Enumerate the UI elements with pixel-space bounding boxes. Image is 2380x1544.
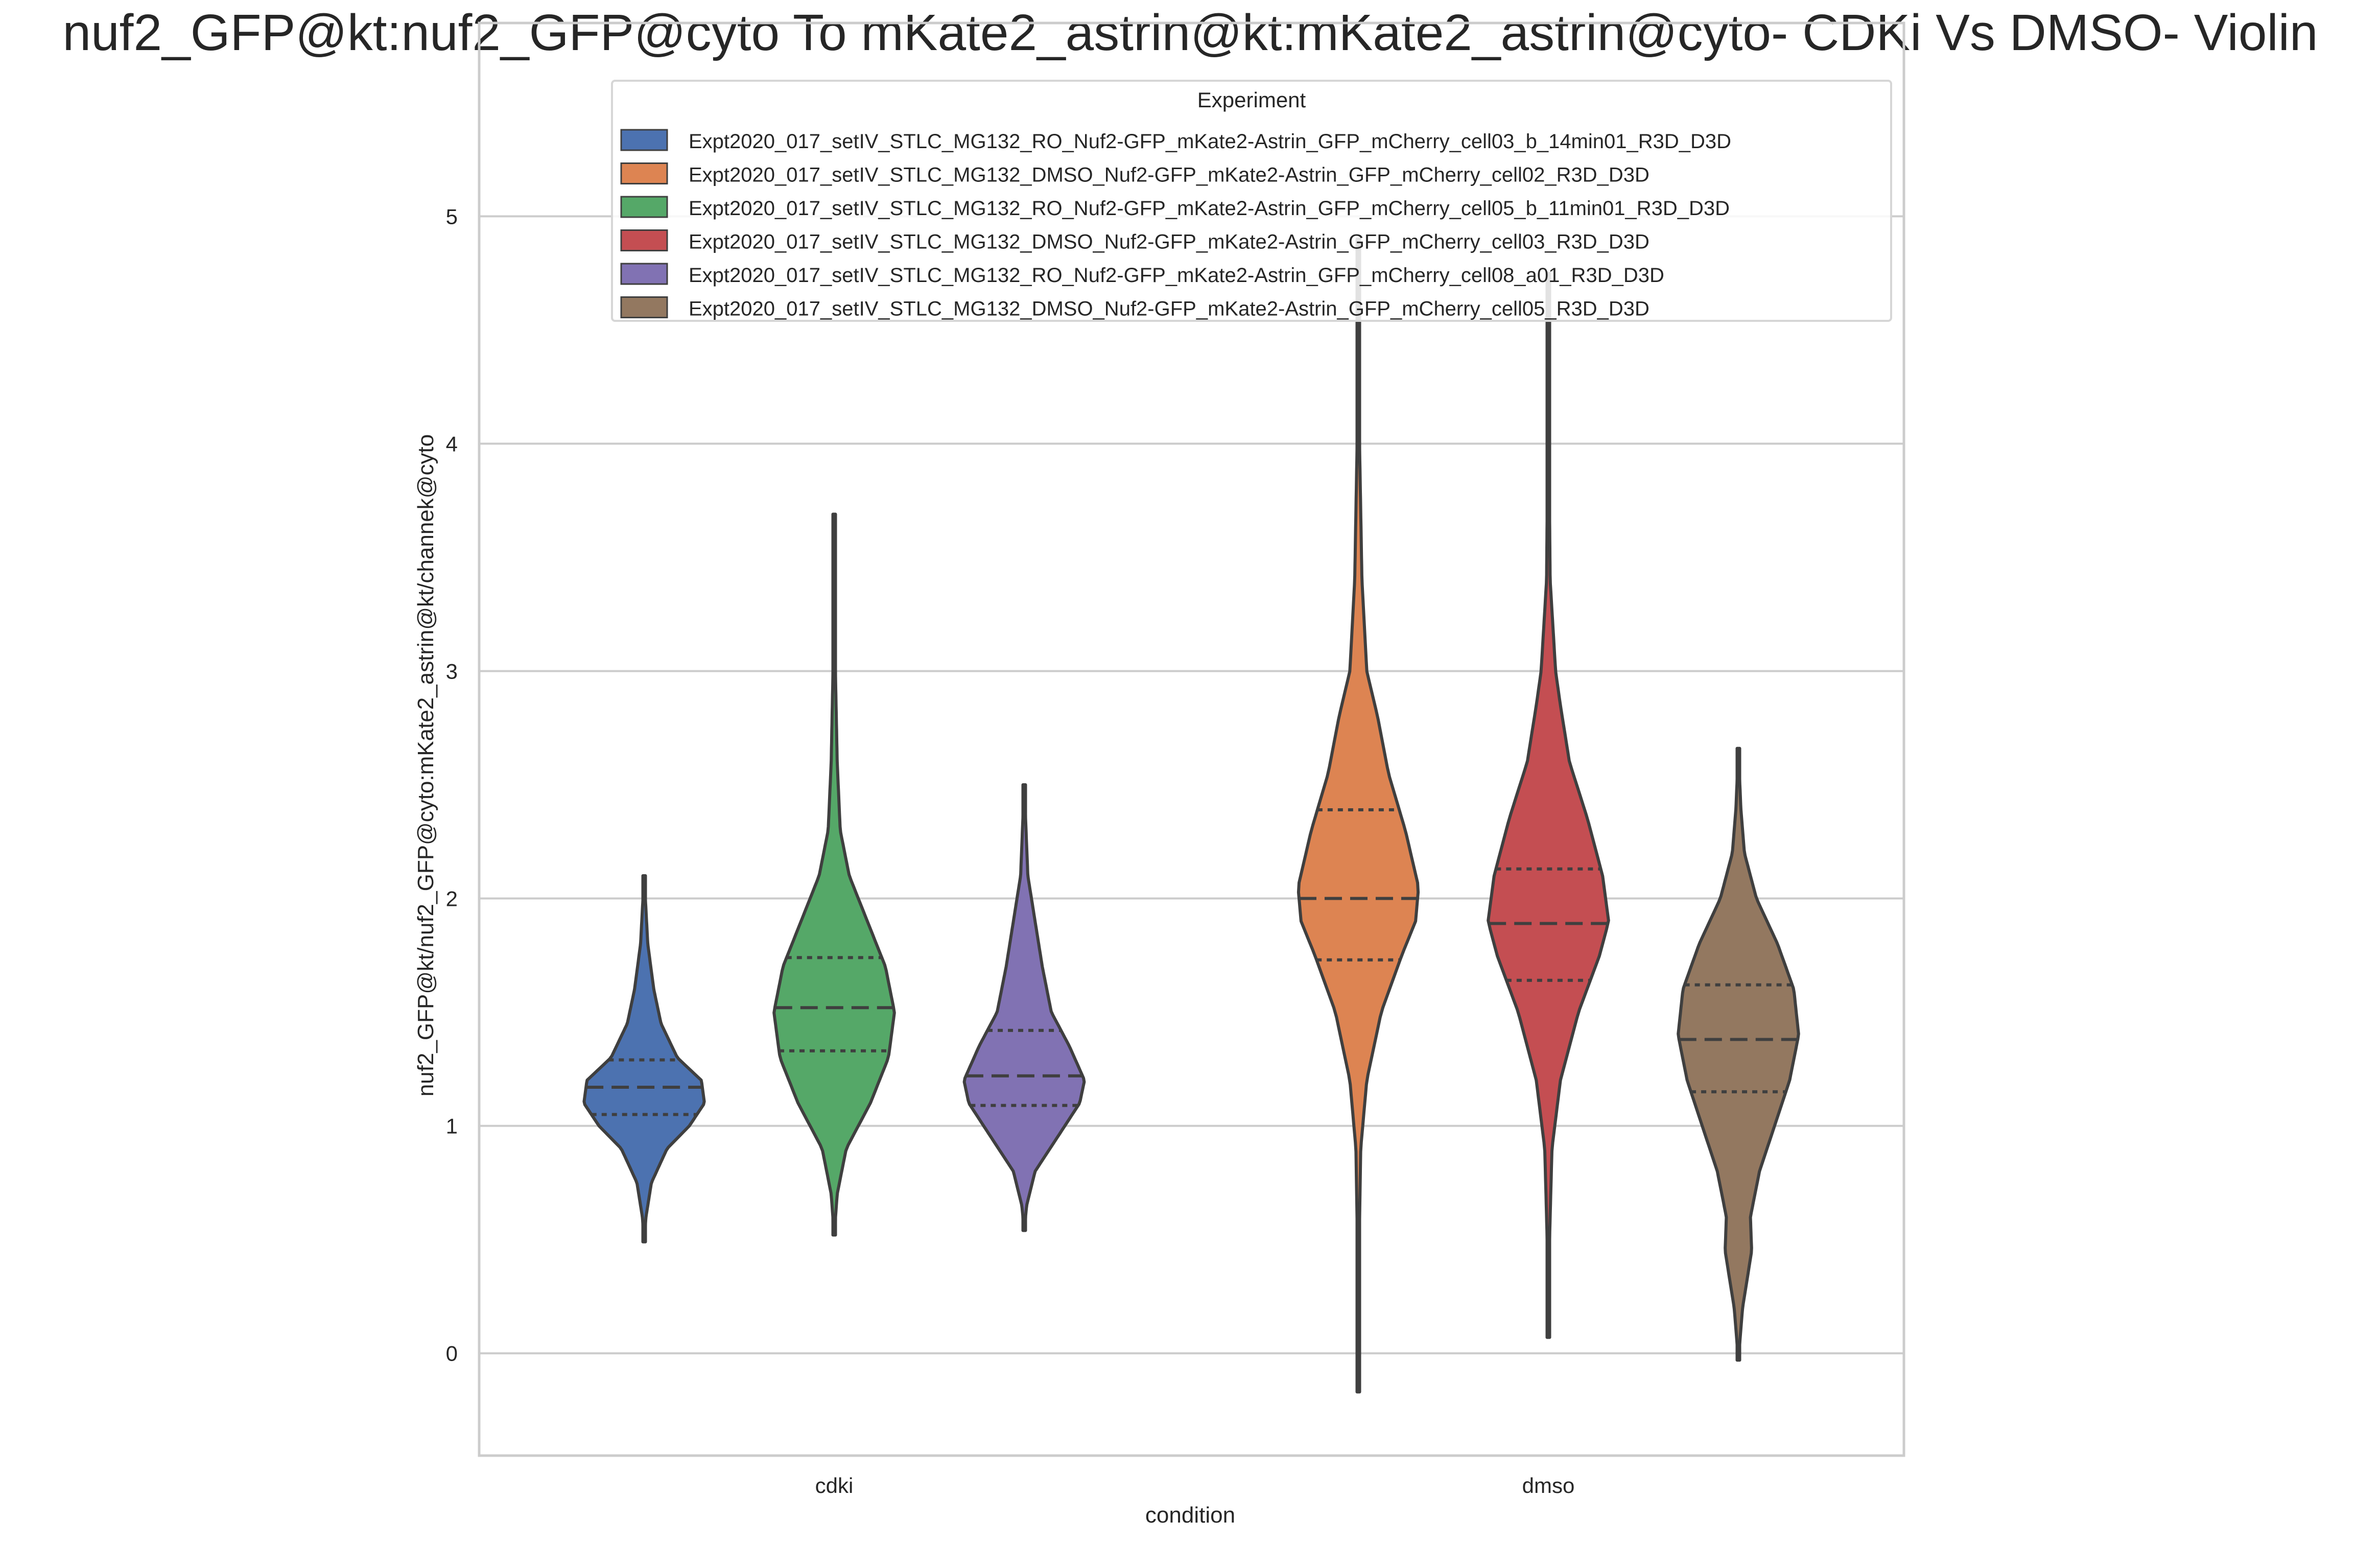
x-tick-label: cdki: [815, 1473, 854, 1498]
legend-swatch: [620, 162, 668, 184]
y-tick-label: 3: [446, 659, 458, 683]
violin-body: [962, 783, 1086, 1232]
legend-box: [611, 80, 1892, 322]
y-tick-label: 0: [446, 1342, 458, 1366]
legend-entry-label: Expt2020_017_setIV_STLC_MG132_DMSO_Nuf2-…: [689, 298, 1649, 320]
legend-entry-label: Expt2020_017_setIV_STLC_MG132_RO_Nuf2-GF…: [689, 264, 1664, 287]
legend: Experiment Expt2020_017_setIV_STLC_MG132_…: [611, 80, 1892, 322]
legend-entry-label: Expt2020_017_setIV_STLC_MG132_RO_Nuf2-GF…: [689, 130, 1731, 153]
legend-entry-label: Expt2020_017_setIV_STLC_MG132_RO_Nuf2-GF…: [689, 197, 1730, 220]
violin-body: [772, 512, 896, 1237]
legend-swatch: [620, 129, 668, 151]
legend-swatch: [620, 263, 668, 285]
plot-area: 0 1 2 3 4 5 cdki dmso: [446, 21, 1905, 1498]
legend-swatch: [620, 296, 668, 318]
violin-body: [1677, 746, 1800, 1362]
x-axis-label: condition: [1145, 1503, 1235, 1528]
plot-frame: [478, 21, 1905, 1457]
y-tick-label: 2: [446, 887, 458, 911]
y-axis-label: nuf2_GFP@kt/nuf2_GFP@cyto:mKate2_astrin@…: [413, 434, 438, 1096]
legend-entry-label: Expt2020_017_setIV_STLC_MG132_DMSO_Nuf2-…: [689, 231, 1649, 253]
legend-swatch: [620, 196, 668, 218]
y-tick-label: 4: [446, 432, 458, 456]
legend-swatch: [620, 229, 668, 251]
chart-title: nuf2_GFP@kt:nuf2_GFP@cyto To mKate2_astr…: [62, 4, 2318, 61]
x-tick-label: dmso: [1522, 1473, 1575, 1498]
legend-entry-label: Expt2020_017_setIV_STLC_MG132_DMSO_Nuf2-…: [689, 164, 1649, 186]
y-tick-label: 5: [446, 204, 458, 228]
y-tick-label: 1: [446, 1114, 458, 1138]
legend-title: Experiment: [1197, 88, 1306, 112]
